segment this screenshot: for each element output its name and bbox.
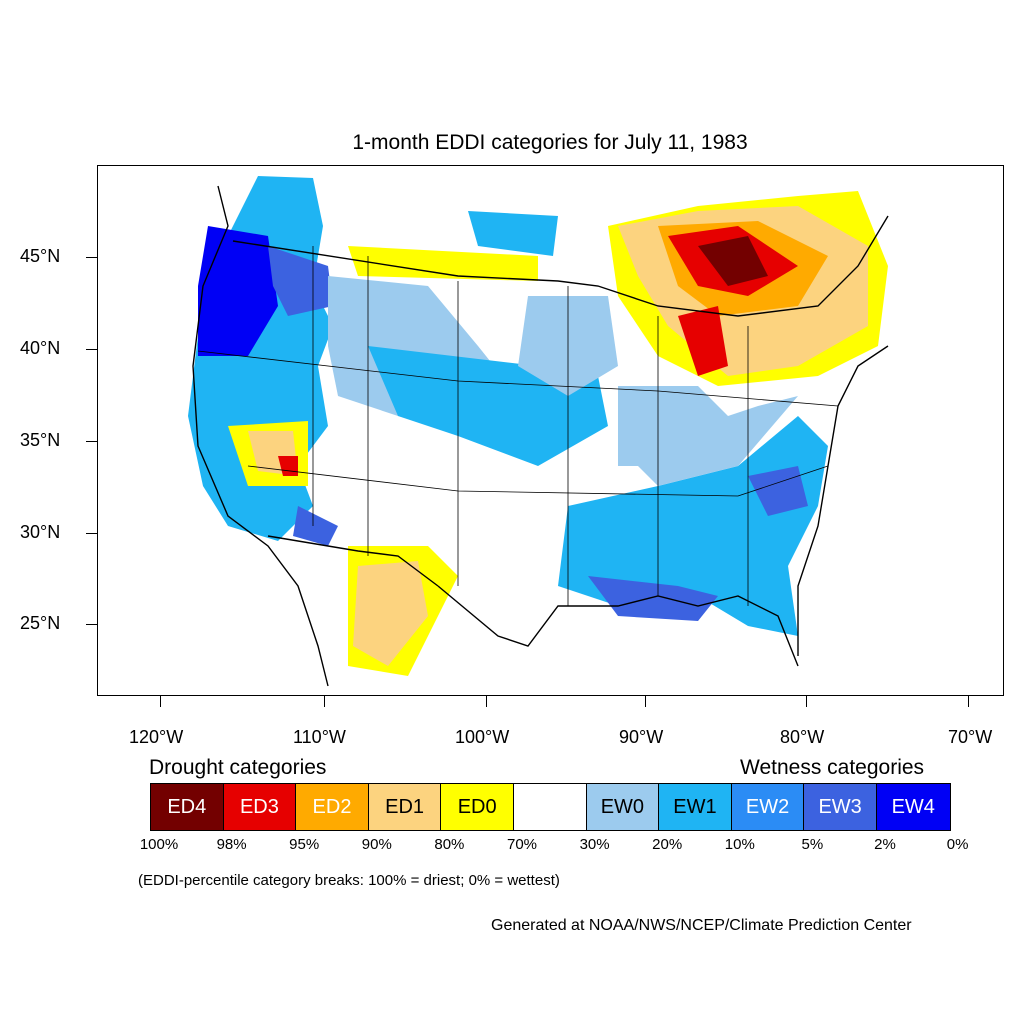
coastline	[192, 185, 329, 687]
lon-label: 110°W	[293, 727, 346, 747]
percent-break-label: 98%	[216, 836, 247, 853]
mexico-border	[267, 535, 439, 587]
us-canada-border	[232, 215, 889, 317]
lon-tick	[645, 696, 647, 707]
legend-swatch-ew3: EW3	[804, 784, 877, 830]
northwest-ew4	[198, 226, 278, 356]
category-legend: ED4 ED3 ED2 ED1 ED0 EW0 EW1 EW2 EW3 EW4	[150, 783, 951, 831]
lat-tick	[86, 257, 97, 259]
lon-label: 80°W	[780, 727, 825, 747]
percent-break-label: 2%	[874, 836, 896, 853]
plains-ed0	[348, 246, 538, 281]
lon-label: 70°W	[948, 727, 993, 747]
state-lines	[197, 246, 839, 606]
percent-break-label: 90%	[361, 836, 392, 853]
legend-swatch-ed4: ED4	[151, 784, 224, 830]
lat-label: 30°N	[20, 522, 61, 542]
percent-break-label: 5%	[801, 836, 824, 853]
legend-swatch-ed0: ED0	[441, 784, 514, 830]
percent-break-label: 10%	[724, 836, 755, 853]
legend-swatch-ew0: EW0	[586, 784, 660, 830]
lon-label: 120°W	[129, 727, 184, 747]
southwest-ew3	[293, 506, 338, 546]
lat-label: 25°N	[20, 613, 61, 633]
wetness-regions	[188, 176, 828, 636]
legend-swatch-ew4: EW4	[876, 784, 950, 830]
drought-categories-header: Drought categories	[149, 756, 327, 779]
northeast-ed4	[698, 236, 768, 286]
credit-line: Generated at NOAA/NWS/NCEP/Climate Predi…	[491, 917, 912, 934]
legend-swatch-ed3: ED3	[223, 784, 297, 830]
carolina-ew3	[748, 466, 808, 516]
lat-tick	[86, 349, 97, 351]
lat-label: 35°N	[20, 430, 61, 450]
gulf-ew3	[588, 576, 718, 621]
lon-label: 90°W	[619, 727, 664, 747]
northern-wet	[468, 211, 558, 256]
lon-label: 100°W	[455, 727, 510, 747]
percent-break-label: 80%	[434, 836, 465, 853]
wetness-categories-header: Wetness categories	[740, 756, 925, 779]
percent-break-label: 30%	[579, 836, 610, 853]
percent-break-label: 70%	[506, 836, 538, 853]
legend-swatch-ed1: ED1	[368, 784, 442, 830]
map-title: 1-month EDDI categories for July 11, 198…	[352, 131, 748, 154]
legend-swatch-ed2: ED2	[296, 784, 369, 830]
midwest-ew0	[618, 386, 738, 466]
drought-regions	[228, 191, 888, 676]
legend-swatch-ew2: EW2	[731, 784, 805, 830]
lon-tick	[806, 696, 808, 707]
lat-tick	[86, 533, 97, 535]
legend-swatch-ew1: EW1	[659, 784, 732, 830]
lon-tick	[968, 696, 970, 707]
lat-tick	[86, 441, 97, 443]
legend-swatch-normal	[513, 784, 587, 830]
gulf-coast	[437, 585, 799, 667]
lon-tick	[486, 696, 488, 707]
map-canvas	[188, 176, 889, 687]
northwest-ew3	[268, 246, 333, 316]
percent-break-label: 0%	[946, 836, 969, 853]
lat-label: 40°N	[20, 338, 61, 358]
category-note: (EDDI-percentile category breaks: 100% =…	[138, 872, 560, 889]
lat-label: 45°N	[20, 246, 61, 266]
lon-tick	[324, 696, 326, 707]
percent-break-label: 95%	[289, 836, 320, 853]
southwest-ed1	[353, 561, 428, 666]
michigan-ed3	[678, 306, 728, 376]
percent-break-label: 20%	[652, 836, 683, 853]
eddi-map	[97, 165, 1004, 696]
lon-tick	[160, 696, 162, 707]
lat-tick	[86, 624, 97, 626]
percent-break-label: 100%	[139, 836, 179, 853]
